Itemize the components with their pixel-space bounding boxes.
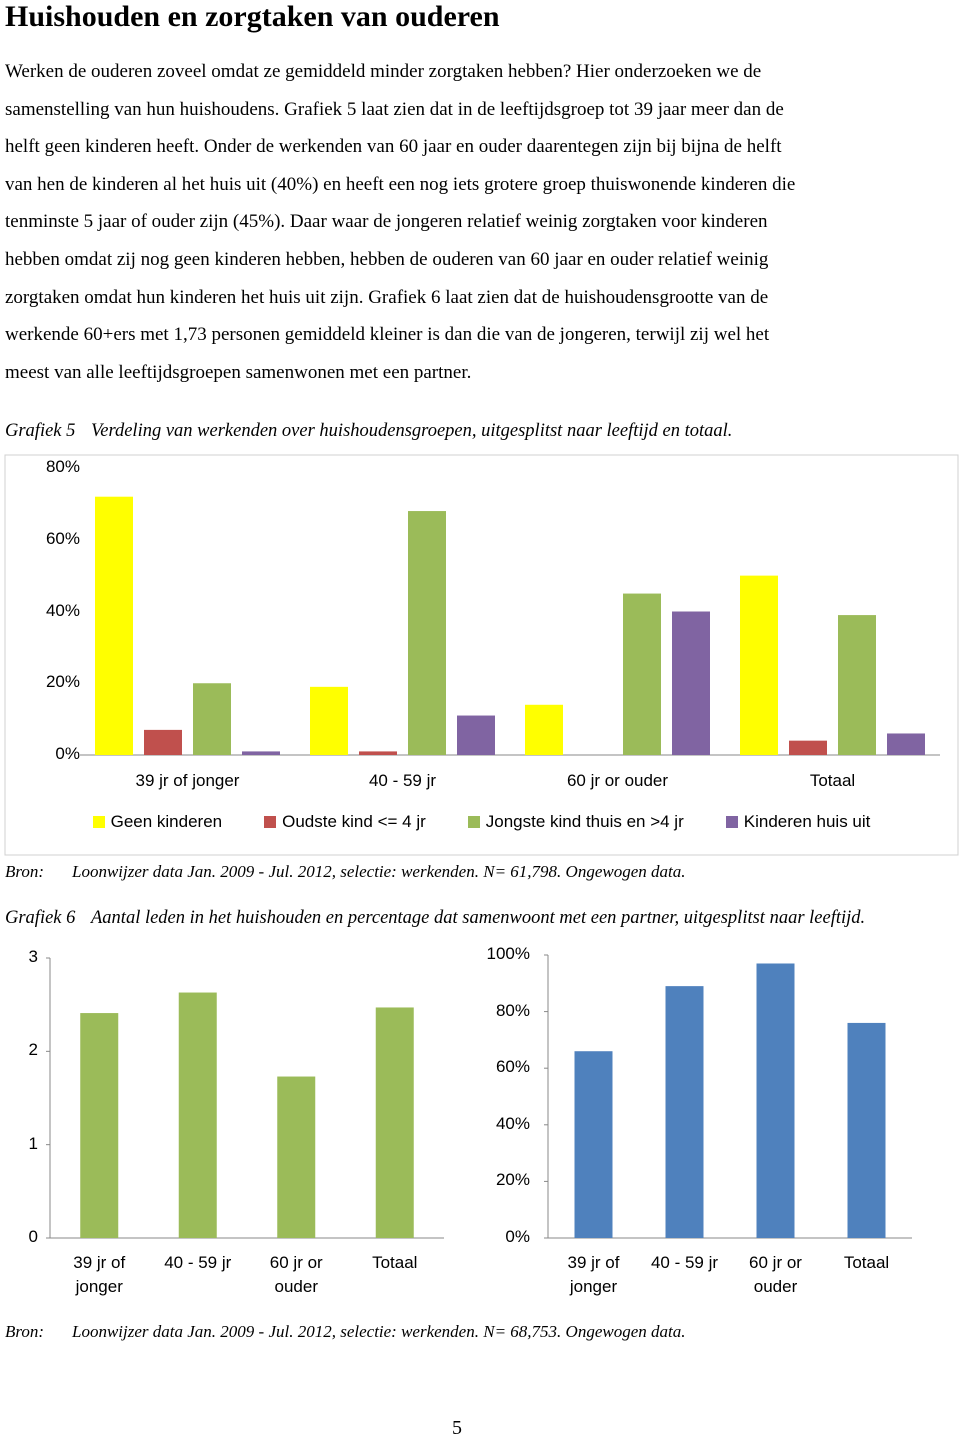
paragraph-line: hebben omdat zij nog geen kinderen hebbe…	[5, 248, 769, 270]
paragraph-line: helft geen kinderen heeft. Onder de werk…	[5, 136, 782, 158]
bar	[359, 751, 397, 755]
bar	[887, 733, 925, 755]
y-tick-label: 80%	[45, 457, 80, 476]
legend-label: Kinderen huis uit	[743, 812, 871, 831]
source: Loonwijzer data Jan. 2009 - Jul. 2012, s…	[72, 862, 686, 881]
bar	[375, 1007, 414, 1238]
legend-item: Kinderen huis uit	[725, 812, 871, 832]
legend-label: Jongste kind thuis en >4 jr	[485, 812, 684, 831]
bar	[756, 963, 795, 1238]
x-tick-label: 40 - 59 jr	[650, 1253, 719, 1272]
bar	[277, 1076, 316, 1238]
y-tick-label: 40%	[495, 1113, 530, 1133]
x-tick-label: 39 jr of jonger	[567, 1253, 620, 1296]
paragraph-line: samenstelling van hun huishoudens. Grafi…	[5, 98, 784, 120]
legend-swatch	[467, 816, 480, 828]
paragraph-line: tenminste 5 jaar of ouder zijn (45%). Da…	[5, 211, 768, 233]
bar	[847, 1022, 886, 1238]
figure-label: Grafiek 5	[5, 421, 76, 441]
y-tick-label: 2	[28, 1040, 38, 1060]
x-tick-label: 40 - 59 jr	[164, 1253, 232, 1272]
source-label: Bron:	[5, 1322, 45, 1341]
legend-item: Geen kinderen	[92, 812, 223, 832]
page-number: 5	[452, 1417, 462, 1439]
paragraph: Werken de ouderen zoveel omdat ze gemidd…	[5, 53, 795, 391]
bar	[193, 683, 231, 755]
bar	[623, 593, 661, 755]
x-tick-label: Totaal	[372, 1253, 418, 1272]
legend-label: Geen kinderen	[110, 812, 223, 831]
bar	[178, 992, 217, 1238]
bar	[789, 740, 827, 755]
bar	[672, 611, 710, 755]
bar	[242, 751, 280, 755]
paragraph-line: zorgtaken omdat hun kinderen het huis ui…	[5, 286, 769, 308]
figure-caption: Verdeling van werkenden over huishoudens…	[91, 421, 733, 441]
y-tick-label: 0%	[55, 744, 80, 763]
bar	[574, 1051, 613, 1238]
paragraph-line: van hen de kinderen al het huis uit (40%…	[5, 173, 796, 195]
y-tick-label: 3	[28, 947, 38, 966]
x-tick-label: 39 jr of jonger	[73, 1253, 126, 1296]
bar	[525, 704, 563, 755]
x-tick-label: 60 jr or ouder	[269, 1253, 323, 1296]
y-tick-label: 60%	[495, 1057, 530, 1077]
chart-frame	[4, 454, 959, 856]
x-tick-label: 39 jr of jonger	[135, 771, 240, 790]
legend-swatch	[264, 816, 277, 828]
y-tick-label: 60%	[45, 528, 80, 548]
bar	[457, 715, 495, 755]
legend: Geen kinderen Oudste kind <= 4 jr Jongste …	[5, 812, 958, 832]
bar	[740, 575, 778, 755]
bar	[665, 986, 704, 1238]
bar	[144, 729, 182, 755]
x-tick-label: 60 jr or ouder	[749, 1253, 802, 1296]
legend-label: Oudste kind <= 4 jr	[282, 812, 426, 831]
x-tick-label: Totaal	[843, 1253, 890, 1272]
source-label: Bron:	[5, 862, 45, 881]
x-tick-label: 40 - 59 jr	[368, 771, 437, 790]
y-tick-label: 0%	[505, 1227, 530, 1246]
legend-swatch	[725, 816, 738, 828]
bar	[80, 1013, 119, 1238]
y-tick-label: 80%	[495, 1000, 530, 1020]
bar	[838, 615, 876, 755]
source: Loonwijzer data Jan. 2009 - Jul. 2012, s…	[72, 1322, 686, 1341]
y-tick-label: 20%	[45, 672, 80, 692]
y-tick-label: 20%	[495, 1170, 530, 1190]
x-tick-label: 60 jr or ouder	[566, 771, 669, 790]
legend-item: Jongste kind thuis en >4 jr	[467, 812, 684, 832]
figure-caption: Aantal leden in het huishouden en percen…	[91, 908, 866, 928]
y-tick-label: 40%	[45, 600, 80, 620]
legend-swatch	[92, 816, 105, 828]
y-tick-label: 100%	[486, 944, 530, 963]
paragraph-line: werkende 60+ers met 1,73 personen gemidd…	[5, 324, 770, 346]
y-tick-label: 0	[28, 1227, 38, 1246]
paragraph-line: Werken de ouderen zoveel omdat ze gemidd…	[5, 61, 762, 82]
legend-item: Oudste kind <= 4 jr	[264, 812, 426, 832]
paragraph-line: meest van alle leeftijdsgroepen samenwon…	[5, 361, 472, 383]
y-tick-label: 1	[28, 1133, 38, 1153]
page-title: Huishouden en zorgtaken van ouderen	[5, 0, 500, 33]
x-tick-label: Totaal	[809, 771, 856, 790]
bar	[95, 496, 133, 755]
figure-label: Grafiek 6	[5, 908, 76, 928]
bar	[408, 511, 446, 755]
bar	[310, 686, 348, 755]
